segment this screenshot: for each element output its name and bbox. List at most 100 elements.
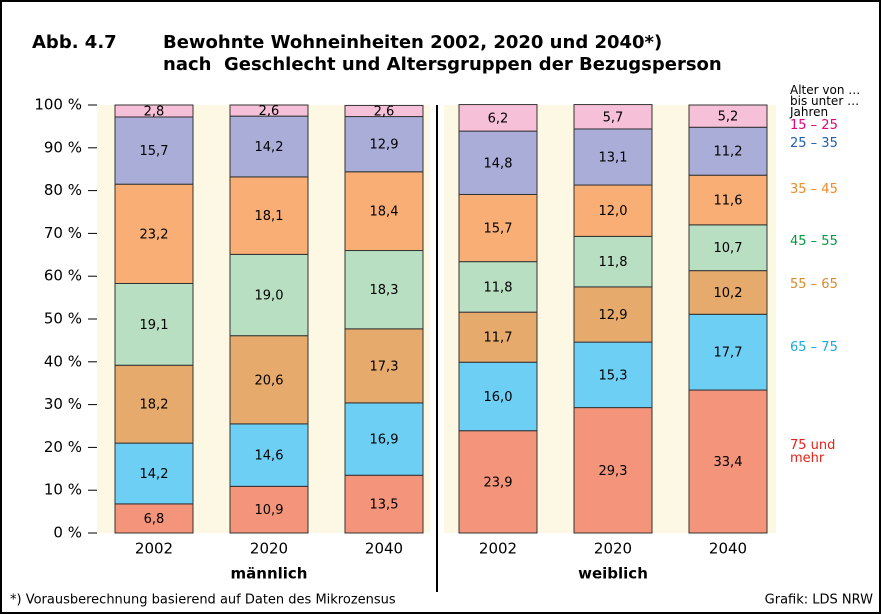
y-tick-label: 20 %: [44, 438, 82, 456]
data-label: 16,9: [370, 433, 399, 448]
y-tick-label: 70 %: [44, 224, 82, 242]
data-label: 11,8: [484, 280, 513, 295]
bar-segment: [114, 116, 194, 185]
data-label: 5,7: [603, 110, 624, 125]
data-label: 13,1: [599, 151, 628, 166]
bar-segment: [229, 115, 309, 178]
data-label: 18,4: [370, 205, 399, 220]
x-tick-label: 2020: [250, 540, 288, 558]
data-label: 11,2: [714, 145, 743, 160]
bar-segment: [688, 126, 768, 176]
data-label: 12,9: [599, 308, 628, 323]
bar-segment: [229, 423, 309, 487]
footnote: *) Vorausberechnung basierend auf Daten …: [10, 593, 396, 608]
data-label: 33,4: [714, 455, 743, 470]
bar-segment: [344, 104, 424, 118]
data-label: 6,2: [488, 111, 509, 126]
bar-segment: [344, 328, 424, 404]
bar-segment: [229, 253, 309, 337]
data-label: 10,2: [714, 286, 743, 301]
data-label: 6,8: [144, 512, 165, 527]
bar-segment: [573, 407, 653, 534]
source: Grafik: LDS NRW: [765, 593, 873, 608]
y-tick-label: 60 %: [44, 267, 82, 285]
x-tick-label: 2040: [365, 540, 403, 558]
legend-title: bis unter …: [790, 94, 860, 108]
data-label: 11,6: [714, 194, 743, 209]
legend-entry: 55 – 65: [790, 277, 838, 292]
y-tick-label: 40 %: [44, 352, 82, 370]
bar-segment: [114, 183, 194, 284]
legend-title: Alter von …: [790, 83, 861, 97]
legend-title: Jahren: [790, 105, 829, 119]
legend-entry: 35 – 45: [790, 182, 838, 197]
group-label: männlich: [231, 565, 308, 583]
chart-title: Bewohnte Wohneinheiten 2002, 2020 und 20…: [163, 32, 662, 53]
bar-segment: [229, 485, 309, 534]
bar-segment: [344, 250, 424, 330]
bar-segment: [573, 184, 653, 237]
bar-segment: [688, 270, 768, 315]
data-label: 15,7: [140, 144, 169, 159]
group-label: weiblich: [578, 565, 648, 583]
data-label: 20,6: [255, 373, 284, 388]
x-tick-label: 2040: [709, 540, 747, 558]
bar-segment: [573, 286, 653, 343]
bar-segment: [573, 235, 653, 288]
data-label: 14,2: [140, 467, 169, 482]
bar-segment: [688, 389, 768, 534]
legend-entry: 75 und mehr: [790, 438, 836, 466]
y-tick-label: 50 %: [44, 310, 82, 328]
data-label: 18,3: [370, 283, 399, 298]
data-label: 17,3: [370, 359, 399, 374]
y-tick-label: 80 %: [44, 181, 82, 199]
bar-segment: [229, 335, 309, 425]
data-label: 10,7: [714, 241, 743, 256]
legend-entry: 65 – 75: [790, 340, 838, 355]
bar-segment: [688, 104, 768, 128]
data-label: 16,0: [484, 390, 513, 405]
data-label: 14,6: [255, 449, 284, 464]
x-tick-label: 2020: [594, 540, 632, 558]
data-label: 19,1: [140, 318, 169, 333]
bar-segment: [344, 402, 424, 476]
y-tick-label: 30 %: [44, 395, 82, 413]
bar-segment: [458, 130, 538, 195]
legend-entry: 15 – 25: [790, 118, 838, 133]
bar-segment: [573, 104, 653, 130]
bar-segment: [573, 341, 653, 409]
bar-segment: [458, 311, 538, 363]
data-label: 11,7: [484, 331, 513, 346]
bar-segment: [114, 282, 194, 366]
bar-segment: [344, 474, 424, 534]
data-label: 18,1: [255, 209, 284, 224]
legend-entry: 45 – 55: [790, 234, 838, 249]
data-label: 23,9: [484, 475, 513, 490]
y-tick-label: 90 %: [44, 138, 82, 156]
data-label: 11,8: [599, 255, 628, 270]
bar-segment: [688, 174, 768, 226]
data-label: 14,8: [484, 156, 513, 171]
y-tick-label: 0 %: [53, 524, 82, 542]
data-label: 5,2: [718, 110, 739, 125]
figure-number: Abb. 4.7: [32, 32, 117, 53]
bar-segment: [573, 128, 653, 186]
data-label: 12,0: [599, 204, 628, 219]
data-label: 23,2: [140, 227, 169, 242]
data-label: 14,2: [255, 140, 284, 155]
bar-segment: [458, 261, 538, 313]
data-label: 15,7: [484, 222, 513, 237]
data-label: 19,0: [255, 289, 284, 304]
bar-segment: [344, 171, 424, 252]
bar-segment: [229, 104, 309, 117]
data-label: 2,6: [259, 104, 280, 119]
data-label: 17,7: [714, 346, 743, 361]
bar-segment: [458, 193, 538, 263]
legend-entry: 25 – 35: [790, 136, 838, 151]
chart-subtitle: nach Geschlecht und Altersgruppen der Be…: [163, 54, 722, 75]
data-label: 13,5: [370, 498, 399, 513]
bar-segment: [458, 430, 538, 534]
data-label: 12,9: [370, 138, 399, 153]
y-tick-label: 100 %: [34, 96, 82, 114]
y-tick-label: 10 %: [44, 481, 82, 499]
